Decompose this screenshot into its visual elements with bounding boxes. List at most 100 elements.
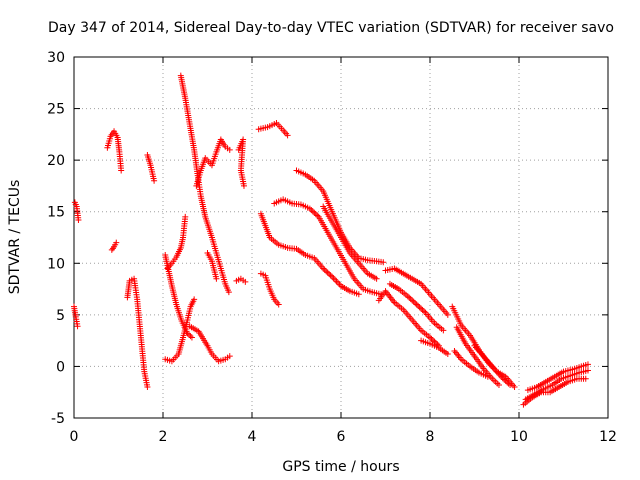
data-point	[113, 239, 120, 246]
data-point	[413, 301, 420, 308]
data-point	[584, 361, 591, 368]
x-tick-label: 12	[599, 429, 617, 445]
data-point	[320, 265, 327, 272]
x-tick-label: 10	[510, 429, 528, 445]
series-arc-23	[382, 265, 451, 318]
data-point	[314, 212, 321, 219]
data-point	[407, 296, 414, 303]
data-point	[324, 269, 331, 276]
data-point	[440, 327, 447, 334]
data-point	[213, 275, 220, 282]
chart-title: Day 347 of 2014, Sidereal Day-to-day VTE…	[48, 20, 614, 36]
data-point	[380, 259, 387, 266]
series-arc-28	[451, 347, 491, 380]
series-arc-05	[124, 275, 151, 391]
series-arc-14	[233, 275, 249, 285]
data-point	[495, 381, 502, 388]
data-point	[240, 182, 247, 189]
grid	[74, 57, 608, 418]
data-point	[582, 375, 589, 382]
data-point	[429, 337, 436, 344]
series-arc-01	[71, 199, 82, 223]
data-point	[335, 279, 342, 286]
data-point	[330, 275, 337, 282]
series-arc-32	[522, 367, 591, 403]
data-point	[412, 300, 419, 307]
data-point	[226, 146, 233, 153]
data-point	[499, 375, 506, 382]
data-point	[312, 211, 319, 218]
data-point	[502, 377, 509, 384]
data-point	[309, 208, 316, 215]
data-point	[74, 323, 81, 330]
data-point	[419, 307, 426, 314]
data-point	[501, 376, 508, 383]
series-arc-11	[186, 323, 233, 365]
data-point	[151, 177, 158, 184]
series-arc-04	[108, 239, 120, 253]
data-point	[75, 216, 82, 223]
data-point	[225, 289, 232, 296]
series-arc-03	[104, 128, 125, 174]
data-point	[327, 272, 334, 279]
series-arc-22	[375, 288, 442, 349]
data-point	[321, 266, 328, 273]
data-point	[421, 308, 428, 315]
data-point	[284, 132, 291, 139]
y-tick-label: -5	[51, 411, 65, 427]
x-tick-label: 2	[159, 429, 168, 445]
series-arc-17	[257, 210, 362, 298]
data-point	[511, 384, 518, 391]
x-tick-label: 4	[248, 429, 257, 445]
data-point	[498, 373, 505, 380]
y-tick-label: 5	[56, 308, 65, 324]
data-point	[355, 291, 362, 298]
data-point	[182, 213, 189, 220]
data-point	[306, 205, 313, 212]
x-tick-label: 0	[70, 429, 79, 445]
data-point	[432, 340, 439, 347]
data-point	[332, 276, 339, 283]
y-tick-label: 30	[47, 50, 65, 66]
series-arc-16	[255, 120, 291, 139]
series-arc-09	[164, 213, 189, 272]
data-point	[226, 353, 233, 360]
axis-ticks: 0 2 4 6 8 10 12 -5 0 5 10 15 20 25 30	[47, 50, 617, 445]
data-point	[144, 384, 151, 391]
series-arc-12	[193, 136, 233, 189]
data-point	[118, 167, 125, 174]
data-point	[415, 302, 422, 309]
y-axis-label: SDTVAR / TECUs	[7, 180, 23, 295]
data-point	[504, 379, 511, 386]
data-point	[275, 301, 282, 308]
data-point	[185, 331, 192, 338]
y-tick-label: 20	[47, 153, 65, 169]
series-arc-24	[386, 280, 447, 334]
data-point	[242, 278, 249, 285]
series-arc-20	[293, 167, 387, 266]
series-arc-08	[162, 296, 198, 365]
series-arc-07	[162, 252, 195, 341]
x-tick-label: 6	[337, 429, 346, 445]
series-arc-19	[271, 196, 385, 298]
series-arc-31	[524, 361, 591, 394]
data-point	[409, 297, 416, 304]
series-arc-06	[144, 151, 158, 184]
data-point	[484, 373, 491, 380]
data-point	[427, 334, 433, 341]
y-tick-label: 0	[56, 359, 65, 375]
series-arc-18	[257, 270, 282, 308]
data-point	[507, 381, 514, 388]
data-point	[188, 334, 195, 341]
data-point	[329, 273, 336, 280]
y-tick-label: 15	[47, 205, 65, 221]
y-tick-label: 10	[47, 256, 65, 272]
data-point	[428, 335, 435, 342]
series-arc-10	[177, 72, 232, 296]
data-point	[191, 296, 198, 303]
series-arc-02	[71, 303, 81, 330]
data-point	[444, 351, 451, 358]
series-arc-30	[520, 375, 589, 408]
data-point	[373, 275, 380, 282]
